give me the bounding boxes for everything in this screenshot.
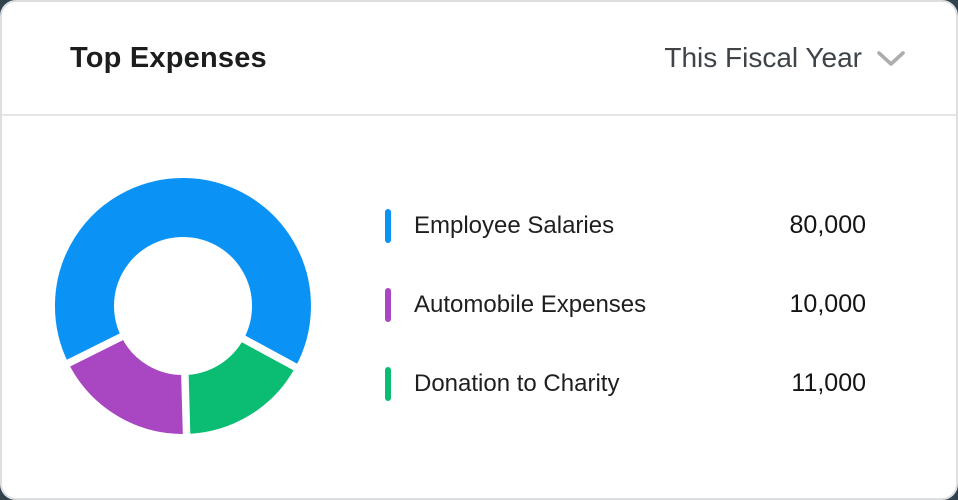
donut-segment-employee-salaries[interactable] [54,178,311,369]
period-dropdown[interactable]: This Fiscal Year [664,42,906,74]
legend-label: Employee Salaries [414,211,615,239]
card-body: Employee Salaries 80,000 Automobile Expe… [2,118,956,498]
card-title: Top Expenses [70,41,267,74]
legend-value: 11,000 [791,369,866,397]
legend-label: Automobile Expenses [414,290,647,318]
period-dropdown-value: This Fiscal Year [664,42,862,73]
legend-item: Donation to Charity 11,000 [385,366,866,401]
legend-color-bar [385,366,391,401]
donut-chart [54,178,311,447]
legend-item: Automobile Expenses 10,000 [385,287,866,322]
legend-color-bar [385,208,391,243]
card-header: Top Expenses This Fiscal Year [2,2,956,116]
legend-label: Donation to Charity [414,369,620,397]
legend-value: 80,000 [789,211,866,239]
chevron-down-icon [877,50,905,66]
legend-item: Employee Salaries 80,000 [385,208,866,243]
legend-value: 10,000 [789,290,866,318]
segment-separators [56,330,308,447]
legend-color-bar [385,287,391,322]
chart-legend: Employee Salaries 80,000 Automobile Expe… [385,208,866,445]
